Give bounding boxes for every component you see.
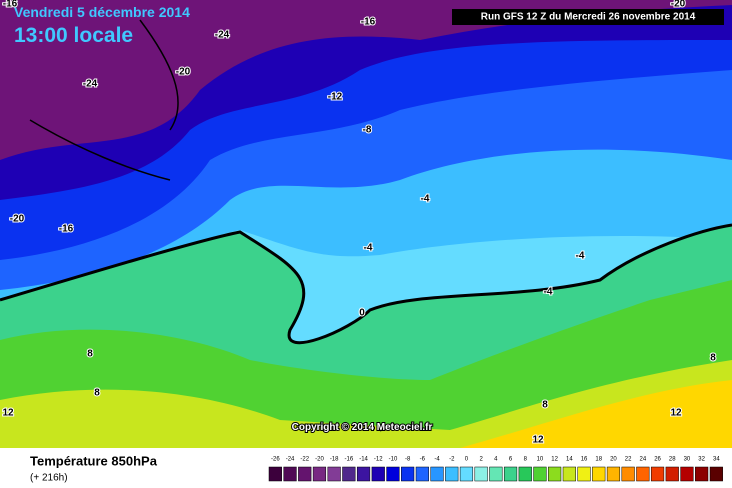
colorbar-label: 12: [551, 457, 558, 463]
contour-label: -20: [176, 67, 191, 78]
colorbar: -26 -24 -22 -20 -18 -16 -14 -12 -10 -8 -6 -4 -2 0 2 4 6 8…: [268, 457, 723, 482]
contour-label: 12: [532, 435, 544, 446]
contour-label: -16: [59, 224, 74, 235]
colorbar-label: 0: [465, 457, 469, 463]
colorbar-swatch: [268, 466, 282, 482]
contour-label: -8: [363, 125, 372, 136]
time: 13:00 locale: [14, 24, 133, 47]
contour-label: -24: [83, 79, 98, 90]
contour-label: -12: [328, 92, 343, 103]
contour-label: 12: [2, 408, 14, 419]
colorbar-swatch: [283, 466, 297, 482]
colorbar-label: -10: [389, 457, 398, 463]
colorbar-label: 20: [610, 457, 617, 463]
colorbar-swatch: [636, 466, 650, 482]
zone: [460, 380, 732, 448]
colorbar-label: -8: [405, 457, 411, 463]
colorbar-swatch: [709, 466, 723, 482]
colorbar-swatch: [371, 466, 385, 482]
colorbar-swatch: [474, 466, 488, 482]
colorbar-label: 34: [713, 457, 720, 463]
contour-label: 8: [710, 353, 716, 364]
colorbar-swatch: [489, 466, 503, 482]
colorbar-swatch: [577, 466, 591, 482]
isotherm: [29, 19, 179, 181]
colorbar-label: -14: [359, 457, 368, 463]
colorbar-label: 26: [654, 457, 661, 463]
copyright: Copyright © 2014 Meteociel.fr: [292, 422, 433, 433]
colorbar-swatch: [386, 466, 400, 482]
colorbar-swatch: [503, 466, 518, 482]
colorbar-swatch: [445, 466, 459, 482]
colorbar-label: 22: [625, 457, 632, 463]
colorbar-swatch: [342, 466, 356, 482]
contour-label: 8: [87, 349, 93, 360]
colorbar-swatch: [415, 466, 429, 482]
colorbar-swatch: [665, 466, 679, 482]
contour-labels: -16 -24 -24 -20 -16 -12 -8 -20 -20 -16 -4 -4 -4 -4 0 8 8…: [1, 0, 717, 447]
colorbar-swatch: [430, 466, 444, 482]
contour-label: -20: [10, 214, 25, 225]
colorbar-swatch: [533, 466, 547, 482]
colorbar-swatch: [356, 466, 371, 482]
contour-label: 8: [94, 388, 100, 399]
colorbar-label: -22: [300, 457, 309, 463]
colorbar-label: -2: [449, 457, 455, 463]
run-box: [452, 9, 724, 25]
colorbar-swatch: [401, 466, 415, 482]
contour-label: -4: [544, 287, 553, 298]
colorbar-swatch: [592, 466, 606, 482]
colorbar-swatch: [298, 466, 312, 482]
colorbar-swatch: [327, 466, 341, 482]
colorbar-label: 16: [581, 457, 588, 463]
contour-label: 8: [542, 400, 548, 411]
colorbar-label: -4: [434, 457, 440, 463]
colorbar-label: 2: [479, 457, 483, 463]
contour-label: 12: [670, 408, 682, 419]
colorbar-label: 32: [698, 457, 705, 463]
date: Vendredi 5 décembre 2014: [14, 4, 190, 20]
colorbar-label: 14: [566, 457, 573, 463]
colorbar-swatch: [459, 466, 474, 482]
colorbar-label: 24: [640, 457, 647, 463]
colorbar-label: -12: [374, 457, 383, 463]
colorbar-label: 30: [684, 457, 691, 463]
contour-label: 0: [359, 308, 365, 319]
colorbar-label: 6: [509, 457, 513, 463]
colorbar-label: -26: [271, 457, 280, 463]
run: Run GFS 12 Z du Mercredi 26 novembre 201…: [481, 12, 696, 23]
colorbar-swatch: [680, 466, 694, 482]
contour-label: -4: [421, 194, 430, 205]
colorbar-label: -16: [345, 457, 354, 463]
contour-label: -16: [361, 17, 376, 28]
contour-label: -4: [576, 251, 585, 262]
colorbar-label: -20: [315, 457, 324, 463]
colorbar-swatch: [650, 466, 665, 482]
contour-label: -4: [364, 243, 373, 254]
colorbar-swatch: [518, 466, 532, 482]
contour-label: -20: [671, 0, 686, 10]
colorbar-label: 4: [494, 457, 498, 463]
colorbar-swatch: [695, 466, 709, 482]
colorbar-swatch: [548, 466, 562, 482]
legend-title: Température 850hPa: [30, 453, 158, 468]
colorbar-label: 8: [524, 457, 528, 463]
colorbar-label: -18: [330, 457, 339, 463]
colorbar-label: 28: [669, 457, 676, 463]
zero-isotherm: [0, 223, 732, 345]
colorbar-swatch: [621, 466, 635, 482]
map: [0, 0, 732, 448]
lead-time: (+ 216h): [30, 473, 68, 484]
colorbar-label: -24: [286, 457, 295, 463]
colorbar-swatch: [562, 466, 576, 482]
colorbar-swatch: [312, 466, 327, 482]
contour-label: -24: [215, 30, 230, 41]
colorbar-label: 10: [537, 457, 544, 463]
colorbar-swatch: [606, 466, 621, 482]
colorbar-label: -6: [420, 457, 426, 463]
colorbar-label: 18: [595, 457, 602, 463]
contour-label: -16: [3, 0, 18, 10]
